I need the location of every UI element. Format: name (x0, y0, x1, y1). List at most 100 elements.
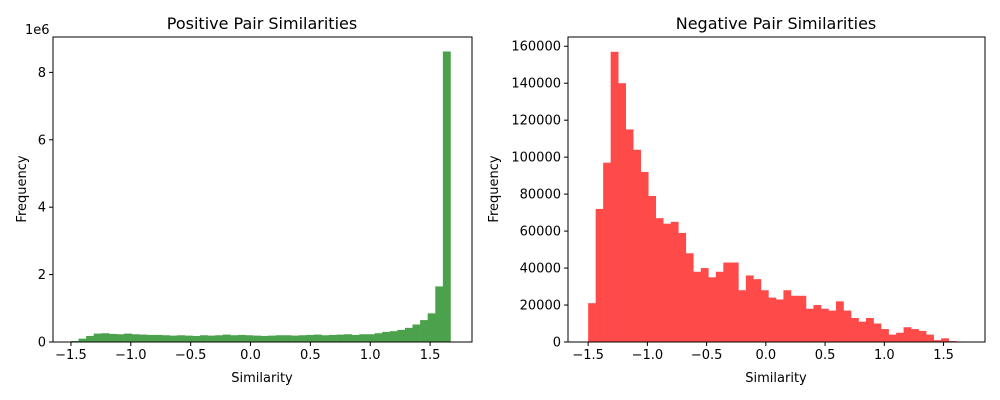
x-tick-label: 1.0 (360, 348, 381, 363)
histogram-bar (858, 321, 867, 342)
histogram-bar (70, 340, 79, 342)
histogram-bar (306, 334, 315, 342)
histogram-bar (655, 218, 664, 342)
histogram-bar (625, 129, 634, 342)
negative-histogram-panel: Negative Pair Similarities Similarity Fr… (487, 14, 986, 386)
histogram-bar (896, 332, 904, 342)
histogram-bar (881, 329, 889, 342)
y-tick-label: 20000 (520, 299, 561, 314)
histogram-bar (723, 262, 732, 342)
histogram-bar (184, 335, 193, 342)
histogram-bar (260, 335, 269, 342)
histogram-bar (253, 335, 261, 342)
histogram-bar (93, 333, 102, 342)
histogram-bar (715, 271, 724, 342)
histogram-bar (192, 335, 201, 342)
histogram-bar (222, 334, 231, 342)
histogram-bar (618, 83, 626, 343)
histogram-bar (108, 333, 117, 342)
histogram-bar (588, 303, 596, 342)
histogram-bar (911, 329, 919, 342)
histogram-bar (435, 286, 444, 342)
histogram-bar (230, 335, 239, 342)
histogram-bar (199, 335, 208, 342)
x-tick-label: 0.5 (815, 348, 836, 363)
histogram-bar (700, 268, 709, 342)
histogram-bar (86, 335, 95, 342)
histogram-bar (648, 195, 657, 342)
y-tick-label: 160000 (511, 40, 561, 55)
histogram-bar (820, 308, 829, 342)
histogram-bar (678, 232, 687, 342)
y-tick-label: 80000 (520, 188, 561, 203)
histogram-bar (382, 331, 391, 342)
y-tick-label: 60000 (520, 225, 561, 240)
histogram-bar (283, 335, 292, 342)
x-tick-label: −1.5 (55, 348, 87, 363)
histogram-bar (146, 334, 155, 342)
y-tick-label: 8 (38, 66, 46, 81)
y-tick-label: 40000 (520, 262, 561, 277)
histogram-bar (124, 333, 132, 342)
chart-title: Negative Pair Similarities (676, 14, 877, 33)
histogram-bar (760, 290, 769, 342)
x-tick-label: 1.5 (420, 348, 441, 363)
y-axis-ticks: 0 20000 40000 60000 80000 100000 120000 140000 1… (511, 40, 568, 351)
histogram-bar (245, 335, 254, 342)
histogram-bar (595, 208, 604, 342)
histogram-bar (420, 320, 428, 342)
y-axis-label: Frequency (15, 155, 30, 222)
y-tick-label: 0 (553, 336, 561, 351)
histogram-bar (783, 290, 792, 342)
histogram-bar (268, 335, 277, 342)
histogram-bar (753, 279, 762, 342)
histogram-bar (941, 338, 949, 342)
x-tick-label: 1.0 (874, 348, 895, 363)
histogram-bar (835, 301, 844, 342)
histogram-bar (215, 335, 224, 342)
histogram-bar (374, 333, 383, 342)
histogram-bar (359, 334, 368, 342)
histogram-bar (154, 334, 163, 342)
histogram-bar (933, 340, 942, 342)
histogram-bar (336, 334, 345, 342)
histogram-bar (237, 334, 246, 342)
histogram-bar (843, 310, 852, 342)
histogram-bar (745, 275, 754, 342)
histogram-bar (926, 334, 934, 342)
histogram-bar (275, 335, 284, 342)
histogram-bar (798, 295, 807, 342)
x-axis-ticks: −1.5 −1.0 −0.5 0.0 0.5 1.0 1.5 (55, 342, 440, 363)
x-tick-label: −0.5 (175, 348, 207, 363)
plot-frame (52, 36, 473, 343)
histogram-bar (670, 221, 679, 342)
histogram-bar (169, 335, 178, 342)
x-tick-label: 0.0 (755, 348, 776, 363)
x-axis-ticks: −1.5 −1.0 −0.5 0.0 0.5 1.0 1.5 (572, 342, 954, 363)
histogram-bar (442, 51, 451, 343)
histogram-bar (693, 271, 702, 342)
x-tick-label: −1.5 (572, 348, 604, 363)
histogram-bar (828, 310, 837, 342)
histogram-bar (903, 327, 912, 342)
x-tick-label: 0.5 (300, 348, 321, 363)
histogram-bar (610, 51, 619, 342)
histogram-bar (603, 162, 611, 342)
histogram-bar (633, 149, 642, 342)
histogram-bar (366, 334, 375, 342)
x-tick-label: 1.5 (933, 348, 954, 363)
histogram-bar (813, 305, 822, 342)
histogram-bar (851, 317, 859, 342)
histogram-bar (738, 290, 747, 342)
y-tick-label: 4 (38, 201, 46, 216)
histogram-bar (313, 334, 322, 342)
plot-frame (567, 36, 986, 343)
y-axis-ticks: 0 2 4 6 8 (38, 66, 53, 351)
histogram-bar (344, 334, 353, 342)
histogram-bar (207, 335, 216, 342)
histogram-bar (775, 299, 784, 342)
y-tick-label: 120000 (511, 114, 561, 129)
y-axis-label: Frequency (487, 155, 502, 222)
histogram-bar (329, 334, 337, 342)
y-tick-label: 2 (38, 268, 46, 283)
